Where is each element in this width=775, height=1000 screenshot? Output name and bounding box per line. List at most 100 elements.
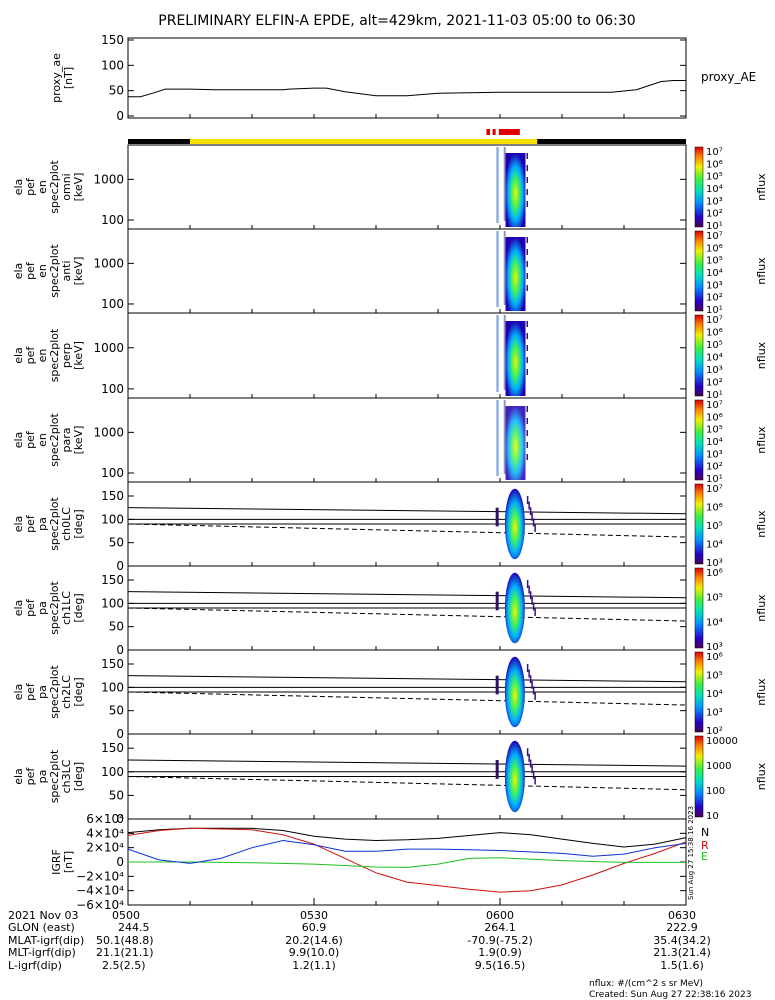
side-timestamp: Sun Aug 27 15:38:16 2023 [687,806,695,900]
data-streak [503,147,506,221]
y-tick-label: 50 [109,788,124,802]
y-axis-label-line: [keV] [72,173,85,202]
colorbar-tick-label: 10⁴ [706,353,723,364]
pa_ch3-colorbar: 10 100 1000 10000 nflux [694,735,768,822]
y-axis-label-line: ela [12,432,25,449]
colorbar-tick-label: 10⁴ [706,268,723,279]
pa_ch0-ylabel: ela pef pa spec2plot ch0LC [deg] [12,497,85,551]
colorbar-label: nflux [755,678,768,706]
y-axis-label-line: ela [12,263,25,280]
flux-blob [505,321,526,396]
colorbar-label: nflux [755,510,768,538]
y-axis-label-line: en [36,180,49,194]
y-tick-label: 150 [101,657,124,671]
colorbar-tick-label: 10⁴ [706,617,723,628]
y-tick-label: 100 [101,596,124,610]
spec_para-y-ticks: 100 1000 [93,425,686,480]
y-tick-label: 150 [101,741,124,755]
colorbar-tick-label: 10³ [706,558,723,569]
y-axis-label-line: ch3LC [60,759,73,793]
x-row-value: 60.9 [302,921,327,934]
igrf-line-r [127,827,687,893]
colorbar-label: nflux [755,426,768,454]
y-tick-label: 6×10⁴ [86,812,124,826]
y-axis-label-line: spec2plot [48,413,61,467]
data-streak [503,400,506,474]
colorbar-tick-label: 10¹ [706,221,723,232]
y-axis-label-line: perp [60,343,73,368]
flux-pixel [532,518,535,527]
x-row-value: 20.2(14.6) [285,934,343,947]
y-tick-label: 100 [101,680,124,694]
flux-pixel [526,454,528,460]
colorbar-tick-label: 10⁷ [706,400,723,411]
colorbar-tick-label: 10⁵ [706,172,723,183]
y-axis-label-line: ela [12,516,25,533]
y-axis-label-line: ela [12,600,25,617]
pa_ch2-colorbar: 10² 10³ 10⁴ 10⁵ 10⁶ nflux [694,651,768,737]
loss-cone-line [127,675,687,683]
colorbar-tick-label: 10⁶ [706,243,723,254]
y-tick-label: 150 [101,489,124,503]
units-note: nflux: #/(cm^2 s sr MeV) [589,979,703,989]
spec_perp-heatmap-data [496,315,528,396]
colorbar-scale [694,399,704,481]
spec_omni-ylabel: ela pef en spec2plot omni [keV] [12,160,85,214]
x-row-label: L-igrf(dip) [8,959,62,972]
x-row-value: 9.5(16.5) [475,959,526,972]
spec_anti-y-ticks: 100 1000 [93,256,686,311]
pa_ch1-heatmap-data [127,572,687,644]
x-row-value: 50.1(48.8) [96,934,154,947]
x-row-value: 0600 [486,909,514,922]
colorbar-tick-label: 10⁴ [706,689,723,700]
flux-pixel [531,596,533,605]
flux-pixel [531,680,533,689]
flux-pixel [534,692,536,700]
flux-pixel [526,580,529,588]
colorbar-tick-label: 10³ [706,196,723,207]
x-row-label: GLON (east) [8,921,75,934]
y-axis-label-line: pef [24,346,37,365]
colorbar-tick-label: 1000 [706,761,731,772]
x-row-label: MLT-igrf(dip) [8,946,76,959]
proxy-ae-ylabel: proxy_ae [nT] [50,53,75,103]
flux-pixel [529,759,532,768]
x-row-value: 21.3(21.4) [653,946,711,959]
proxy-ae-frame [127,37,687,119]
colorbar-tick-label: 10⁷ [706,231,723,242]
loss-cone-line [127,507,687,515]
colorbar-tick-label: 10² [706,209,723,220]
proxy-ae-y-ticks: 0 50 100 150 [101,33,686,123]
x-row-value: 1.5(1.6) [660,959,704,972]
y-axis-label-line: pef [24,682,37,701]
data-streak [495,675,499,695]
y-axis-label-line: [nT] [62,851,75,873]
flux-pixel [526,357,528,363]
pa_ch1-ylabel: ela pef pa spec2plot ch1LC [deg] [12,581,85,635]
y-axis-label-line: pa [36,517,49,531]
x-row-label: 2021 Nov 03 [8,909,78,922]
x-row-value: 222.9 [666,921,698,934]
colorbar-tick-label: 10⁷ [706,315,723,326]
y-axis-label-line: ela [12,684,25,701]
spec_para-frame [127,397,687,483]
colorbar-scale [694,146,704,228]
colorbar-tick-label: 10² [706,462,723,473]
anti-loss-cone-line [127,523,687,538]
science-zone-segment [537,139,686,144]
spec_perp-y-ticks: 100 1000 [93,341,686,396]
data-streak [503,231,506,305]
igrf-line-n [127,827,687,848]
flux-pixel [526,442,528,448]
flux-pixel [532,602,535,611]
colorbar-tick-label: 10⁶ [706,503,723,514]
colorbar-tick-label: 10² [706,293,723,304]
colorbar-tick-label: 10⁵ [706,521,723,532]
colorbar-tick-label: 10⁶ [706,568,723,579]
y-axis-label-line: en [36,433,49,447]
x-row-value: 2.5(2.5) [102,959,146,972]
